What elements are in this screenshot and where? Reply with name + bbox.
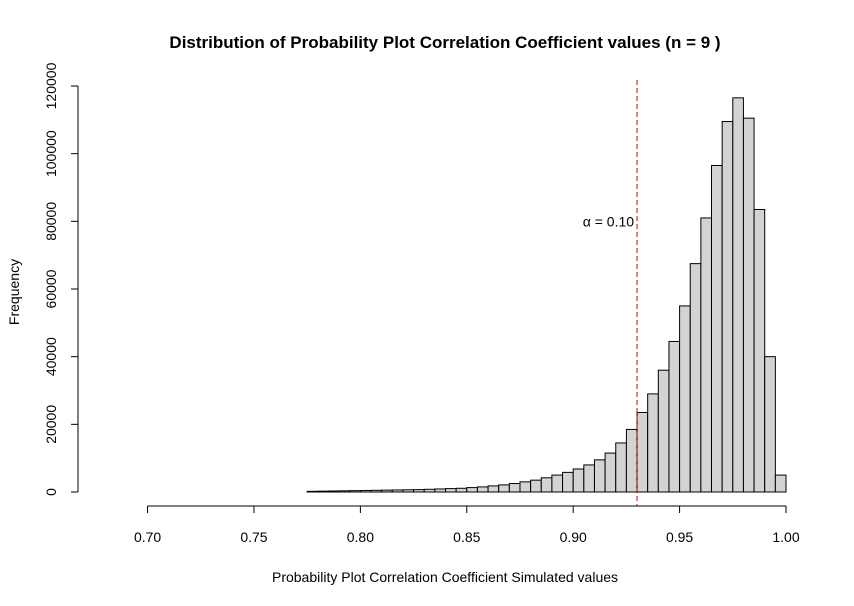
histogram-bar [381,489,393,493]
y-tick-label: 100000 [43,130,59,177]
histogram-bar [562,471,574,493]
histogram-bar [572,468,585,493]
histogram-bar [402,489,415,493]
histogram-bar [434,488,446,493]
histogram-bar [455,487,468,493]
histogram-bar [370,489,383,493]
histogram-bar [359,489,372,493]
y-tick-label: 120000 [43,62,59,109]
histogram-bar [721,121,734,493]
histogram-bar [764,356,776,493]
histogram-bar [551,474,564,493]
histogram-bar [583,464,595,493]
histogram-bar [445,488,457,493]
histogram-bar [593,459,606,493]
histogram-bar [327,490,340,493]
x-tick-label: 0.80 [347,529,374,545]
histogram-bar [700,217,713,493]
histogram-bar [689,263,702,493]
histogram-bar [519,481,532,493]
histogram-bar [774,474,787,493]
histogram-bar [625,428,638,493]
histogram-bar [391,489,404,493]
x-tick-label: 0.95 [666,529,693,545]
histogram-bar [508,483,521,493]
histogram-bar [647,393,659,493]
histogram-bar [657,369,670,493]
x-axis: 0.70 0.75 0.80 0.85 0.90 0.95 1.00 [134,505,800,545]
y-axis: 0 20000 40000 60000 80000 100000 120000 [43,62,79,496]
histogram-bar [317,490,329,493]
histogram-bar [476,486,489,493]
histogram-bar [753,208,766,493]
y-tick-label: 0 [43,488,59,496]
histogram-bar [349,490,361,493]
histogram-bar [338,490,351,493]
x-tick-label: 1.00 [772,529,799,545]
alpha-annotation: α = 0.10 [583,213,635,229]
histogram-bar [466,487,478,493]
histogram-bar [732,97,744,493]
histogram-bar [742,117,755,493]
x-tick-label: 0.75 [240,529,267,545]
x-tick-label: 0.85 [453,529,480,545]
x-axis-label: Probability Plot Correlation Coefficient… [272,569,618,585]
histogram-bar [306,490,319,493]
x-tick-label: 0.70 [134,529,161,545]
histogram-bar [530,479,542,493]
y-tick-label: 60000 [43,269,59,308]
histogram-bar [679,305,691,493]
histogram-bar [615,442,627,493]
y-tick-label: 80000 [43,202,59,241]
histogram-bar [413,489,425,493]
histogram-bar [604,452,617,493]
y-axis-label: Frequency [6,259,22,325]
histogram-bar [636,411,649,493]
y-tick-label: 40000 [43,337,59,376]
histogram-bar [487,485,500,493]
x-tick-label: 0.90 [560,529,587,545]
chart-title: Distribution of Probability Plot Correla… [169,33,720,52]
histogram-bars [306,97,787,493]
histogram-bar [711,165,723,493]
histogram-bar [423,488,436,493]
histogram-bar [540,477,553,493]
histogram-bar [498,484,510,493]
y-tick-label: 20000 [43,405,59,444]
histogram-bar [668,340,681,493]
